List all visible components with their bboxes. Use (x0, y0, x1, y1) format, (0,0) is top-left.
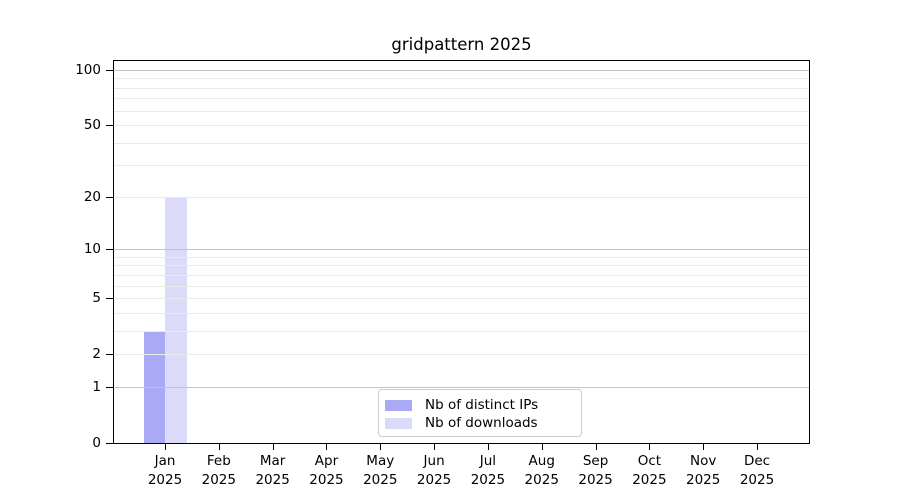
gridline (114, 87, 809, 89)
x-tick-label: Jun 2025 (416, 453, 452, 488)
x-tick-mark (649, 444, 651, 450)
y-tick-mark (106, 298, 113, 300)
y-tick-mark (106, 354, 113, 356)
legend: Nb of distinct IPs Nb of downloads (378, 389, 582, 437)
y-tick-mark (106, 70, 113, 71)
gridline (114, 110, 809, 112)
gridline (114, 386, 809, 388)
y-tick-mark (106, 386, 113, 388)
x-tick-label: May 2025 (363, 453, 398, 488)
gridline (114, 354, 809, 356)
x-tick-label: Mar 2025 (255, 453, 290, 488)
gridline (114, 285, 809, 287)
x-tick-label: Aug 2025 (524, 453, 559, 488)
x-tick-label: Apr 2025 (309, 453, 344, 488)
y-tick-label: 0 (92, 435, 101, 451)
x-tick-mark (272, 444, 274, 450)
gridline (114, 70, 809, 71)
gridline (114, 312, 809, 314)
legend-row: Nb of downloads (385, 414, 573, 432)
chart-title: gridpattern 2025 (391, 35, 532, 54)
gridline (114, 265, 809, 267)
y-tick-label: 2 (92, 346, 101, 363)
gridline (114, 98, 809, 100)
y-tick-label: 50 (83, 117, 101, 134)
gridline (114, 330, 809, 332)
x-tick-mark (165, 444, 166, 450)
x-tick-label: Oct 2025 (632, 453, 667, 488)
plot-area (113, 60, 810, 444)
gridlines-layer (114, 61, 809, 443)
bar-downloads (165, 196, 187, 443)
gridline (114, 256, 809, 258)
y-tick-mark (106, 196, 113, 198)
x-tick-mark (703, 444, 705, 450)
gridline (114, 165, 809, 167)
y-tick-mark (106, 443, 113, 444)
legend-swatch-downloads (385, 417, 412, 429)
x-tick-mark (326, 444, 328, 450)
gridline (114, 142, 809, 144)
gridline (114, 196, 809, 198)
x-tick-label: Sep 2025 (578, 453, 613, 488)
x-tick-label: Jan 2025 (147, 453, 183, 488)
gridline (114, 298, 809, 300)
legend-label: Nb of distinct IPs (425, 397, 539, 413)
y-tick-label: 10 (83, 241, 101, 258)
y-tick-label: 5 (92, 290, 101, 307)
x-tick-mark (380, 444, 382, 450)
x-tick-mark (434, 444, 436, 450)
gridline (114, 274, 809, 276)
x-tick-label: Dec 2025 (739, 453, 775, 488)
x-tick-mark (541, 444, 543, 450)
legend-rows: Nb of distinct IPs Nb of downloads (385, 396, 573, 432)
y-tick-label: 100 (75, 62, 101, 78)
y-tick-label: 20 (83, 188, 101, 205)
x-tick-mark (757, 444, 759, 450)
x-tick-mark (595, 444, 597, 450)
x-tick-label: Nov 2025 (686, 453, 721, 488)
gridline (114, 78, 809, 80)
x-tick-label: Feb 2025 (201, 453, 236, 488)
y-tick-mark (106, 249, 113, 251)
y-tick-label: 1 (92, 378, 101, 395)
x-tick-mark (487, 444, 489, 450)
legend-row: Nb of distinct IPs (385, 396, 573, 414)
x-tick-label: Jul 2025 (470, 453, 506, 488)
gridline (114, 125, 809, 127)
gridline (114, 249, 809, 251)
legend-swatch-distinct-ips (385, 399, 412, 411)
legend-label: Nb of downloads (425, 415, 538, 431)
x-tick-mark (218, 444, 220, 450)
y-tick-mark (106, 125, 113, 127)
